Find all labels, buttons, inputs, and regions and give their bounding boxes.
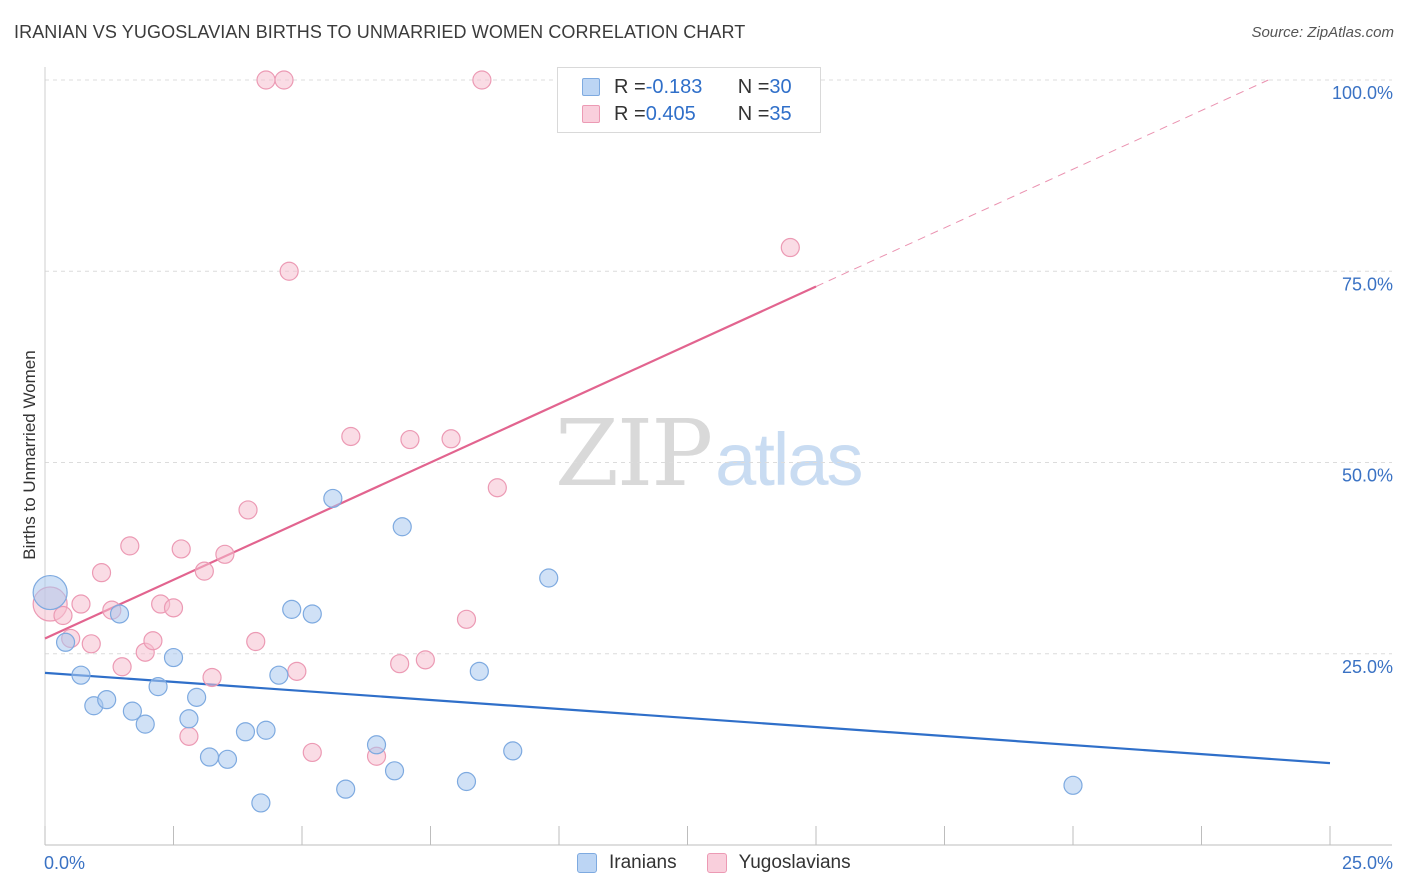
yugoslavians-point [287, 661, 307, 681]
x-tick-label-min: 0.0% [44, 853, 85, 873]
y-tick-label: 75.0% [1342, 274, 1393, 294]
iranians-point [32, 574, 68, 611]
iranians-trend-line [44, 671, 1331, 765]
yugoslavians-point [71, 594, 91, 614]
yugoslavians-point [302, 742, 322, 763]
watermark: ZIPatlas [555, 400, 863, 507]
iranians-point [148, 677, 168, 697]
chart-source: Source: ZipAtlas.com [1251, 24, 1394, 41]
yugoslavians-swatch [706, 853, 727, 873]
iranians-point [336, 779, 356, 799]
iranians-point [539, 568, 559, 588]
series-legend-yugoslavians[interactable]: Yugoslavians [706, 852, 851, 874]
legend-r-value-yugoslavians: 0.405 [645, 102, 696, 125]
yugoslavians-point [171, 539, 191, 559]
tick-label-layer: 25.0% 50.0% 75.0% 100.0% 0.0% 25.0% [44, 83, 1393, 873]
yugoslavians-point [400, 429, 420, 450]
iranians-point [503, 741, 523, 761]
iranians-point [163, 647, 184, 668]
iranians-point [384, 761, 405, 781]
yugoslavians-point [780, 237, 800, 258]
yugoslavians-point [415, 650, 435, 670]
watermark-zip: ZIP [555, 400, 713, 507]
iranians-label: Iranians [609, 852, 677, 873]
yugoslavians-point [179, 726, 199, 746]
yugoslavians-trend-extension [815, 79, 1269, 288]
iranians-point [251, 793, 271, 813]
series-legend: Iranians Yugoslavians [577, 852, 881, 874]
y-tick-label: 100.0% [1332, 83, 1393, 103]
iranians-point [71, 665, 91, 685]
legend-n-value-yugoslavians: 35 [769, 102, 792, 125]
axis-layer [44, 67, 1392, 846]
yugoslavians-point [53, 605, 73, 626]
yugoslavians-point [274, 70, 294, 90]
legend-r-label: R = [614, 75, 646, 98]
x-tick-label-max: 25.0% [1342, 853, 1393, 873]
iranians-point [187, 687, 207, 707]
yugoslavians-points [32, 70, 800, 766]
yugoslavians-point [341, 426, 361, 447]
yugoslavians-point [472, 70, 492, 90]
iranians-point [269, 665, 289, 685]
yugoslavians-trend-line [44, 285, 817, 640]
yugoslavians-point [202, 667, 222, 688]
iranians-point [179, 709, 199, 729]
iranians-point [256, 720, 276, 740]
yugoslavians-point [81, 634, 101, 654]
iranians-point [392, 517, 412, 537]
legend-n-label: N = [737, 75, 770, 98]
legend-r-label: R = [614, 102, 646, 125]
iranians-point [235, 722, 256, 742]
iranians-point [302, 604, 322, 624]
yugoslavians-point [256, 70, 276, 90]
yugoslavians-point [390, 654, 410, 674]
yugoslavians-point [163, 598, 184, 618]
y-tick-label: 25.0% [1342, 657, 1393, 677]
yugoslavians-point [215, 544, 235, 564]
iranians-swatch [577, 853, 597, 873]
iranians-point [282, 599, 302, 619]
legend-n-label: N = [737, 102, 770, 125]
legend-row-yugoslavians: R = 0.405 N = 35 [582, 101, 792, 127]
yugoslavians-point [91, 563, 112, 583]
yugoslavians-point [456, 609, 477, 629]
yugoslavians-point [194, 561, 214, 581]
iranians-point [217, 749, 238, 769]
correlation-legend: R = -0.183 N = 30 R = 0.405 N = 35 [557, 67, 821, 133]
yugoslavians-point [441, 429, 461, 449]
iranians-point [366, 735, 387, 755]
yugoslavians-point [246, 631, 266, 652]
legend-swatch-iranians [582, 78, 600, 96]
y-tick-label: 50.0% [1342, 466, 1393, 486]
yugoslavians-point [112, 657, 132, 677]
iranians-point [109, 604, 130, 624]
legend-r-value-iranians: -0.183 [645, 75, 703, 98]
iranians-point [456, 771, 477, 792]
yugoslavians-point [487, 478, 507, 498]
grid-layer [45, 79, 1392, 655]
legend-swatch-yugoslavians [582, 105, 600, 123]
trend-layer [44, 79, 1331, 765]
legend-row-iranians: R = -0.183 N = 30 [582, 74, 792, 100]
iranians-point [469, 661, 489, 681]
iranians-point [55, 632, 76, 652]
yugoslavians-point [143, 631, 163, 651]
iranians-point [199, 747, 220, 767]
iranians-point [135, 714, 155, 734]
iranians-point [122, 701, 142, 721]
series-legend-iranians[interactable]: Iranians [577, 852, 677, 874]
legend-n-value-iranians: 30 [769, 75, 792, 98]
yugoslavians-point [238, 500, 258, 520]
iranians-point [323, 488, 343, 509]
yugoslavians-point [120, 536, 140, 556]
yugoslavians-label: Yugoslavians [738, 852, 851, 873]
yugoslavians-point [279, 261, 299, 281]
iranians-points [32, 488, 1083, 813]
iranians-point [97, 690, 117, 710]
iranians-point [1063, 775, 1083, 795]
chart-title: IRANIAN VS YUGOSLAVIAN BIRTHS TO UNMARRI… [14, 22, 746, 42]
watermark-atlas: atlas [715, 418, 863, 501]
